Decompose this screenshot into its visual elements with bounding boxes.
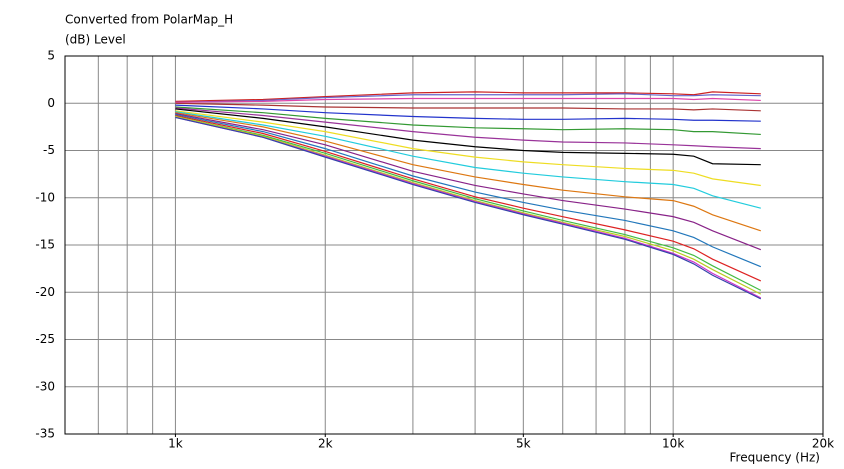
series-line	[175, 112, 761, 232]
x-tick-label: 1k	[168, 437, 183, 451]
x-tick-label: 20k	[812, 437, 834, 451]
y-tick-label: -15	[35, 238, 55, 252]
series-line	[175, 114, 762, 268]
series-line	[175, 115, 762, 295]
series-line	[175, 97, 761, 103]
series-line	[175, 102, 761, 112]
series-line	[175, 107, 761, 150]
x-tick-label: 2k	[318, 437, 333, 451]
y-tick-label: -25	[35, 332, 55, 346]
series-line	[175, 115, 762, 291]
x-axis-label: Frequency (Hz)	[730, 451, 821, 465]
y-tick-label: -35	[35, 427, 55, 441]
series-line	[175, 116, 762, 300]
y-tick-label: -5	[43, 143, 55, 157]
x-tick-label: 10k	[662, 437, 684, 451]
series-line	[175, 91, 761, 102]
series-line	[175, 113, 762, 251]
y-tick-label: -10	[35, 190, 55, 204]
series-line	[175, 111, 761, 209]
y-tick-label: 0	[47, 96, 55, 110]
series-line	[175, 108, 761, 166]
series-line	[175, 93, 761, 103]
y-tick-label: -20	[35, 285, 55, 299]
plot-border	[64, 55, 824, 435]
y-tick-label: -30	[35, 379, 55, 393]
series-line	[175, 114, 762, 282]
series-line	[175, 116, 762, 299]
x-tick-label: 5k	[516, 437, 531, 451]
series-line	[175, 104, 761, 122]
y-axis-label: (dB) Level	[65, 33, 126, 47]
series-line	[175, 110, 761, 187]
y-tick-label: 5	[47, 49, 55, 63]
chart-title: Converted from PolarMap_H	[65, 13, 233, 27]
series-line	[175, 106, 761, 136]
